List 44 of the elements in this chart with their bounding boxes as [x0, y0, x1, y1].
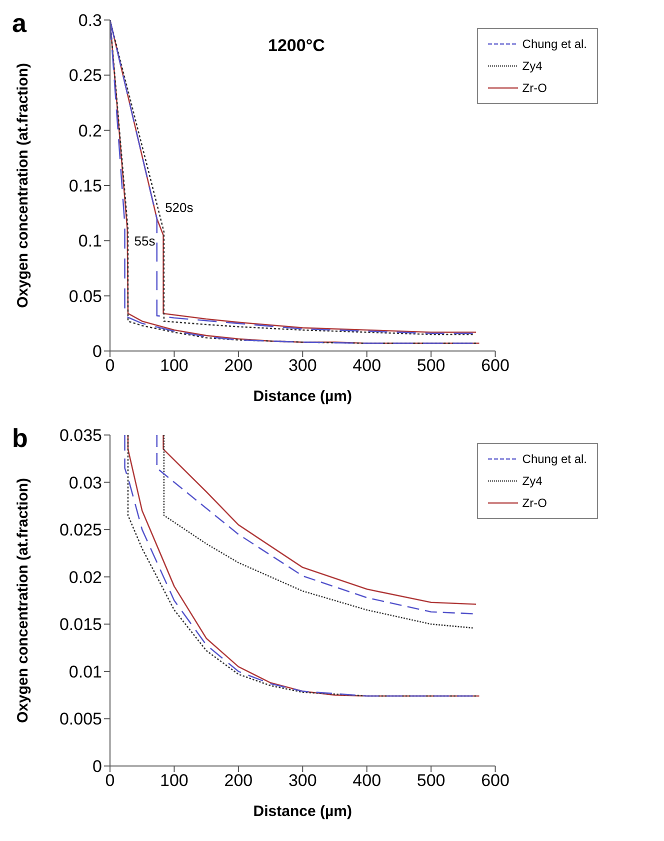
x-tick-label: 500: [416, 771, 446, 790]
x-tick-label: 400: [352, 356, 382, 376]
x-tick-label: 100: [160, 356, 188, 376]
x-tick-label: 300: [288, 356, 317, 376]
legend-label: Chung et al.: [522, 37, 587, 51]
x-tick-label: 300: [288, 771, 317, 790]
y-tick-label: 0.015: [59, 615, 102, 634]
y-tick-label: 0.2: [78, 121, 102, 140]
x-tick-label: 400: [352, 771, 382, 790]
y-axis-title: Oxygen concentration (at.fraction): [14, 478, 32, 724]
y-tick-label: 0.02: [68, 568, 102, 587]
y-tick-label: 0: [92, 757, 102, 776]
legend-label: Zr-O: [522, 496, 547, 510]
y-tick-label: 0.25: [68, 66, 102, 86]
x-tick-label: 100: [160, 771, 188, 790]
chart-title: b: [12, 423, 28, 454]
y-tick-label: 0.035: [59, 426, 102, 446]
y-tick-label: 0.15: [68, 176, 102, 196]
legend-label: Zr-O: [522, 81, 547, 95]
x-tick-label: 600: [481, 771, 510, 790]
x-axis-title: Distance (µm): [253, 388, 352, 405]
y-axis-title: Oxygen concentration (at.fraction): [14, 62, 32, 308]
y-tick-label: 0: [92, 342, 102, 362]
y-tick-label: 0.3: [78, 11, 102, 30]
annotation: 520s: [165, 200, 194, 216]
x-tick-label: 0: [105, 771, 115, 790]
annotation: 1200°C: [268, 36, 325, 56]
y-tick-label: 0.03: [68, 473, 102, 492]
legend-label: Chung et al.: [522, 452, 587, 466]
legend-label: Zy4: [522, 474, 542, 488]
x-tick-label: 200: [224, 771, 253, 790]
chart-title: a: [12, 8, 26, 39]
y-tick-label: 0.01: [68, 662, 102, 682]
annotation: 55s: [134, 233, 156, 248]
legend-label: Zy4: [522, 59, 542, 73]
x-axis-title: Distance (µm): [253, 803, 352, 820]
x-tick-label: 200: [224, 356, 253, 376]
y-tick-label: 0.005: [59, 710, 102, 729]
x-tick-label: 0: [105, 356, 115, 376]
y-tick-label: 0.05: [68, 286, 102, 306]
x-tick-label: 500: [416, 356, 446, 376]
y-tick-label: 0.025: [59, 520, 102, 540]
x-tick-label: 600: [481, 356, 510, 376]
y-tick-label: 0.1: [78, 232, 102, 251]
